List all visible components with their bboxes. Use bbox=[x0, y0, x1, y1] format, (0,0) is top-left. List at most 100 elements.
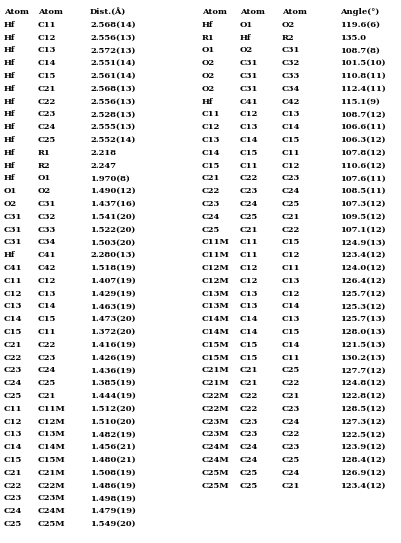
Text: O1: O1 bbox=[202, 46, 215, 54]
Text: Hf: Hf bbox=[4, 149, 16, 157]
Text: C13M: C13M bbox=[202, 302, 230, 311]
Text: 107.6(11): 107.6(11) bbox=[340, 174, 386, 182]
Text: 125.3(12): 125.3(12) bbox=[340, 302, 385, 311]
Text: O2: O2 bbox=[202, 59, 215, 67]
Text: Hf: Hf bbox=[4, 110, 16, 118]
Text: C41: C41 bbox=[4, 264, 22, 272]
Text: C11: C11 bbox=[282, 353, 300, 362]
Text: 1.508(19): 1.508(19) bbox=[90, 469, 136, 477]
Text: C12: C12 bbox=[4, 418, 22, 426]
Text: C32: C32 bbox=[38, 213, 56, 221]
Text: Atom: Atom bbox=[282, 8, 307, 16]
Text: 2.218: 2.218 bbox=[90, 149, 116, 157]
Text: 123.4(12): 123.4(12) bbox=[340, 251, 385, 259]
Text: C25: C25 bbox=[240, 213, 258, 221]
Text: C11M: C11M bbox=[202, 238, 230, 247]
Text: 1.479(19): 1.479(19) bbox=[90, 507, 136, 515]
Text: C41: C41 bbox=[38, 251, 57, 259]
Text: C11: C11 bbox=[4, 405, 22, 413]
Text: 2.561(14): 2.561(14) bbox=[90, 72, 136, 80]
Text: 2.280(13): 2.280(13) bbox=[90, 251, 136, 259]
Text: C25: C25 bbox=[240, 482, 258, 490]
Text: C23M: C23M bbox=[202, 431, 229, 438]
Text: C15: C15 bbox=[282, 328, 300, 336]
Text: C13: C13 bbox=[240, 302, 258, 311]
Text: Hf: Hf bbox=[4, 251, 16, 259]
Text: C11: C11 bbox=[282, 264, 300, 272]
Text: Hf: Hf bbox=[4, 85, 16, 93]
Text: Hf: Hf bbox=[4, 162, 16, 169]
Text: C22: C22 bbox=[240, 392, 258, 400]
Text: C22M: C22M bbox=[38, 482, 65, 490]
Text: 112.4(11): 112.4(11) bbox=[340, 85, 386, 93]
Text: C22: C22 bbox=[282, 379, 300, 387]
Text: 2.556(13): 2.556(13) bbox=[90, 34, 136, 42]
Text: C25: C25 bbox=[4, 392, 22, 400]
Text: C22: C22 bbox=[282, 431, 300, 438]
Text: C23: C23 bbox=[240, 431, 258, 438]
Text: 1.385(19): 1.385(19) bbox=[90, 379, 136, 387]
Text: 107.3(12): 107.3(12) bbox=[340, 200, 385, 208]
Text: C22: C22 bbox=[38, 98, 56, 105]
Text: C31: C31 bbox=[240, 59, 258, 67]
Text: 125.7(12): 125.7(12) bbox=[340, 289, 385, 298]
Text: C15: C15 bbox=[202, 162, 221, 169]
Text: C21: C21 bbox=[282, 392, 300, 400]
Text: C24: C24 bbox=[4, 507, 22, 515]
Text: Hf: Hf bbox=[4, 136, 16, 144]
Text: C14: C14 bbox=[240, 328, 259, 336]
Text: C33: C33 bbox=[38, 225, 56, 233]
Text: C11: C11 bbox=[240, 162, 259, 169]
Text: C23: C23 bbox=[282, 443, 300, 451]
Text: C11: C11 bbox=[4, 277, 22, 285]
Text: 1.436(19): 1.436(19) bbox=[90, 367, 136, 375]
Text: Hf: Hf bbox=[202, 21, 213, 29]
Text: C13: C13 bbox=[240, 289, 258, 298]
Text: O2: O2 bbox=[4, 200, 17, 208]
Text: C33: C33 bbox=[282, 72, 300, 80]
Text: Hf: Hf bbox=[4, 98, 16, 105]
Text: C22: C22 bbox=[38, 341, 56, 349]
Text: O1: O1 bbox=[4, 187, 17, 195]
Text: C23: C23 bbox=[38, 353, 56, 362]
Text: 127.7(12): 127.7(12) bbox=[340, 367, 386, 375]
Text: C24M: C24M bbox=[202, 456, 230, 464]
Text: 106.6(11): 106.6(11) bbox=[340, 123, 386, 131]
Text: C31: C31 bbox=[38, 200, 57, 208]
Text: 1.429(19): 1.429(19) bbox=[90, 289, 136, 298]
Text: C23: C23 bbox=[202, 200, 220, 208]
Text: 108.5(11): 108.5(11) bbox=[340, 187, 386, 195]
Text: C31: C31 bbox=[4, 238, 22, 247]
Text: C11M: C11M bbox=[202, 251, 230, 259]
Text: 121.5(13): 121.5(13) bbox=[340, 341, 385, 349]
Text: 125.7(13): 125.7(13) bbox=[340, 315, 385, 323]
Text: C23: C23 bbox=[240, 418, 258, 426]
Text: 1.463(19): 1.463(19) bbox=[90, 302, 136, 311]
Text: C13: C13 bbox=[202, 136, 221, 144]
Text: 1.503(20): 1.503(20) bbox=[90, 238, 135, 247]
Text: C24: C24 bbox=[240, 443, 258, 451]
Text: 119.6(6): 119.6(6) bbox=[340, 21, 380, 29]
Text: 2.556(13): 2.556(13) bbox=[90, 98, 136, 105]
Text: 2.568(14): 2.568(14) bbox=[90, 21, 136, 29]
Text: O2: O2 bbox=[202, 72, 215, 80]
Text: C21: C21 bbox=[282, 213, 300, 221]
Text: 1.482(19): 1.482(19) bbox=[90, 431, 136, 438]
Text: C32: C32 bbox=[282, 59, 300, 67]
Text: 2.572(13): 2.572(13) bbox=[90, 46, 136, 54]
Text: C15: C15 bbox=[4, 328, 22, 336]
Text: Atom: Atom bbox=[202, 8, 227, 16]
Text: 124.8(12): 124.8(12) bbox=[340, 379, 386, 387]
Text: C13: C13 bbox=[38, 289, 57, 298]
Text: 1.407(19): 1.407(19) bbox=[90, 277, 136, 285]
Text: Atom: Atom bbox=[38, 8, 63, 16]
Text: 1.970(8): 1.970(8) bbox=[90, 174, 130, 182]
Text: C31: C31 bbox=[282, 46, 300, 54]
Text: C13: C13 bbox=[4, 431, 22, 438]
Text: C12M: C12M bbox=[38, 418, 66, 426]
Text: C14M: C14M bbox=[38, 443, 66, 451]
Text: C21: C21 bbox=[202, 174, 221, 182]
Text: C24M: C24M bbox=[38, 507, 66, 515]
Text: C13: C13 bbox=[282, 315, 300, 323]
Text: C23: C23 bbox=[240, 187, 258, 195]
